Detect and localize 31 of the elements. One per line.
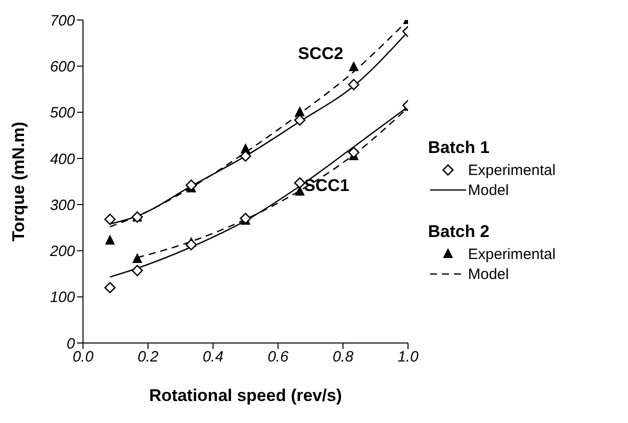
- point: [186, 180, 197, 191]
- y-tick-label: 400: [50, 150, 76, 168]
- legend-label: Experimental: [468, 162, 556, 178]
- point: [104, 282, 116, 294]
- point: [348, 61, 359, 72]
- point: [132, 264, 143, 276]
- y-tick-label: 500: [50, 104, 76, 122]
- legend-label: Model: [468, 266, 509, 282]
- x-tick-label: 0.4: [202, 348, 224, 366]
- y-tick-label: 100: [50, 289, 76, 306]
- point: [348, 78, 360, 90]
- x-tick-label: 0.8: [332, 348, 354, 366]
- y-tick-label: 300: [50, 196, 76, 214]
- legend-label: Model: [468, 182, 509, 198]
- x-tick-label: 1.0: [398, 348, 420, 366]
- x-tick-label: 0.2: [138, 348, 160, 366]
- text: Batch 1: [428, 138, 490, 158]
- point: [294, 177, 306, 189]
- x-tick-label: 0.6: [268, 348, 290, 366]
- annotation: SCC2: [298, 44, 344, 64]
- y-tick-label: 700: [50, 12, 76, 30]
- y-axis-title: Torque (mN.m): [9, 122, 28, 242]
- y-tick-label: 200: [48, 243, 76, 260]
- point: [104, 234, 115, 245]
- legend-label: Experimental: [468, 246, 556, 262]
- point: [104, 214, 116, 225]
- x-axis-title: Rotational speed (rev/s): [149, 386, 342, 405]
- annotation: SCC1: [304, 176, 350, 196]
- point: [132, 253, 142, 264]
- text: Batch 2: [428, 222, 490, 242]
- y-tick-label: 600: [50, 58, 76, 76]
